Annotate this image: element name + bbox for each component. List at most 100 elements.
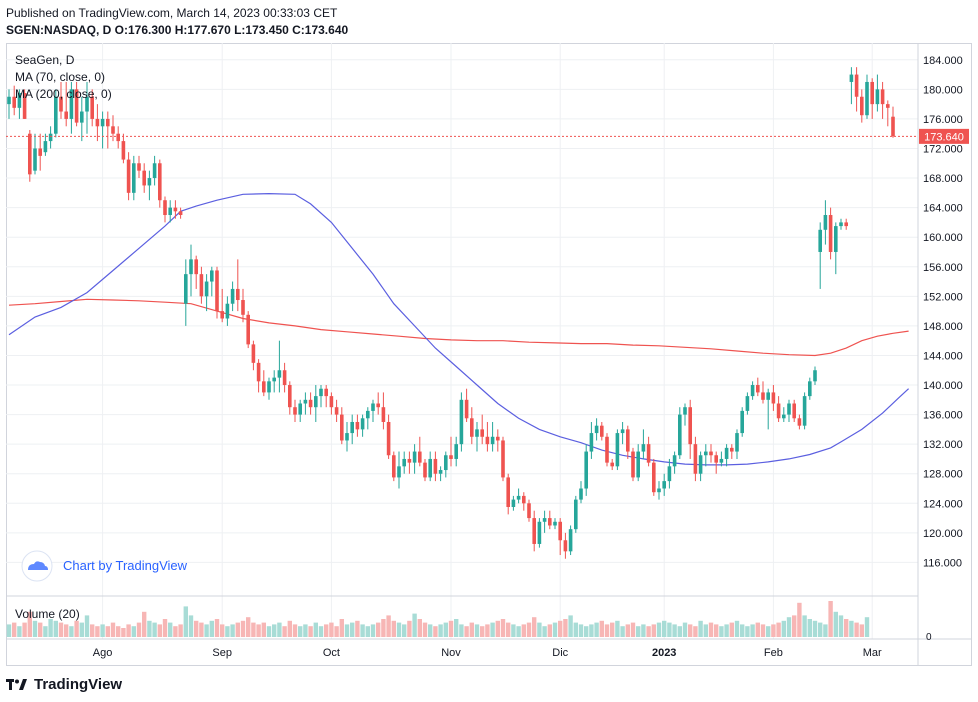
volume-bar [313,622,318,637]
candle-body [288,385,292,408]
footer-brand-label: TradingView [34,675,123,693]
volume-bar [500,619,506,637]
volume-bar [584,626,589,637]
price-chart[interactable]: 184.000 180.000 176.000 172.000 168.000 164.0… [6,43,972,666]
candle [95,104,100,142]
candle-body [12,96,16,108]
candle-body [891,116,895,137]
candle-body [241,300,245,315]
candle [594,418,599,441]
candle [766,388,770,430]
candle [106,111,110,149]
volume-bar [334,626,339,637]
candle-body [542,518,547,522]
candle [605,433,609,467]
volume-bar [282,626,287,637]
y-tick-label: 184.000 [923,55,963,67]
ma70-layer [8,192,910,466]
candle [74,81,79,127]
volume-bar [448,620,454,637]
y-tick-label: 156.000 [923,262,963,274]
candle-body [766,392,770,400]
volume-bar [381,619,386,637]
candle [168,200,172,223]
volume-bar [464,626,469,637]
volume-bar [745,626,750,637]
candle [438,466,443,482]
candle-body [246,314,250,345]
volume-bar [131,626,136,637]
ma70-line [8,192,910,466]
candle [230,281,235,312]
candle-body [272,377,276,382]
candle [282,362,287,393]
candle [646,436,651,467]
candle [308,392,313,415]
candle [657,481,661,500]
candle-body [641,444,646,452]
candle-body [423,462,427,478]
candle [615,429,620,471]
volume-bar [157,624,162,637]
candle-body [210,270,214,282]
volume-bar [490,622,495,637]
candle [719,451,724,467]
candle [672,451,677,474]
candle-body [464,399,469,419]
candle [584,444,588,496]
volume-bar [719,626,724,637]
tradingview-watermark[interactable]: Chart by TradingView [21,550,188,582]
last-price-badge [919,128,969,144]
candle-body [532,518,536,544]
candle [314,385,318,422]
volume-bar [859,624,864,637]
candle-body [709,451,713,456]
candle [386,414,391,459]
volume-bar [126,624,131,637]
candle-body [516,495,521,500]
candle-body [537,521,542,544]
candle [33,133,37,175]
x-tick-label: Oct [323,647,340,659]
time-axis: AgoSepOctNovDic2023FebMarAbr [93,647,882,659]
volume-bar [121,628,126,637]
candle-body [652,462,656,493]
candle [340,407,344,445]
candle-body [792,403,796,419]
candle [761,381,765,404]
candle [433,451,438,482]
candle [631,447,635,482]
x-tick-label: Nov [441,647,461,659]
candle [371,399,375,422]
volume-bar [672,624,677,637]
candle [449,436,453,467]
x-tick-label: Mar [863,647,882,659]
candle-body [194,259,198,275]
y-tick-label: 144.000 [923,350,963,362]
volume-bar [303,624,308,637]
candle-body [7,96,11,105]
candle [69,81,74,134]
candle [688,399,692,459]
candle [178,207,183,219]
candle-body [501,440,505,478]
candle-body [496,436,500,441]
candle-body [563,540,568,552]
candle-body [678,414,682,456]
footer-brand[interactable]: TradingView [6,673,122,695]
candle [787,399,791,422]
volume-bar [662,620,667,637]
volume-bar [194,620,199,637]
candle [802,392,807,430]
volume-bar [376,622,381,637]
candle [548,510,552,530]
volume-bar [433,626,438,637]
volume-bar [854,622,859,637]
candle [189,244,193,297]
volume-bar [277,622,282,637]
volume-bar [261,622,266,637]
y-tick-label: 116.000 [923,557,962,569]
watermark-text: Chart by TradingView [63,558,188,573]
candle [490,421,495,452]
volume-bar [329,622,334,637]
